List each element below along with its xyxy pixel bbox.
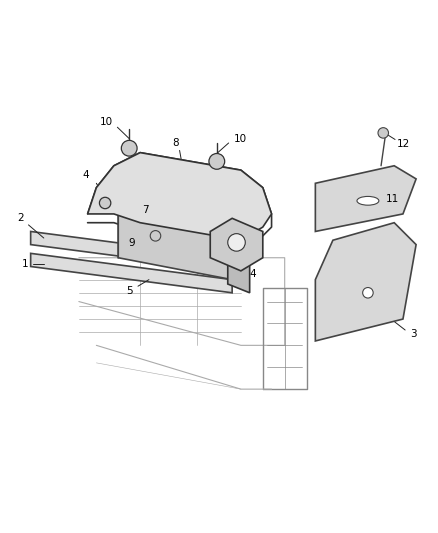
Circle shape (378, 128, 389, 138)
Polygon shape (31, 231, 232, 271)
Circle shape (121, 140, 137, 156)
Text: 8: 8 (172, 138, 179, 148)
Circle shape (228, 233, 245, 251)
Text: 2: 2 (18, 213, 25, 223)
Text: 5: 5 (126, 286, 133, 296)
Text: 1: 1 (22, 260, 29, 269)
Text: 11: 11 (385, 193, 399, 204)
Polygon shape (210, 219, 263, 271)
Text: 7: 7 (142, 205, 149, 215)
Text: 12: 12 (397, 139, 410, 149)
Circle shape (209, 154, 225, 169)
Text: 4: 4 (82, 169, 89, 180)
Text: 4: 4 (256, 248, 263, 259)
Polygon shape (228, 249, 250, 293)
Polygon shape (315, 223, 416, 341)
Text: 4: 4 (250, 269, 257, 279)
Circle shape (363, 287, 373, 298)
Circle shape (99, 197, 111, 209)
Polygon shape (88, 152, 272, 240)
Polygon shape (118, 197, 232, 280)
Polygon shape (315, 166, 416, 231)
Text: 3: 3 (410, 329, 417, 340)
Text: 10: 10 (99, 117, 113, 127)
Text: 10: 10 (233, 134, 247, 143)
Ellipse shape (357, 197, 379, 205)
Text: 9: 9 (128, 238, 135, 248)
Polygon shape (31, 253, 232, 293)
Text: 6: 6 (254, 235, 261, 244)
